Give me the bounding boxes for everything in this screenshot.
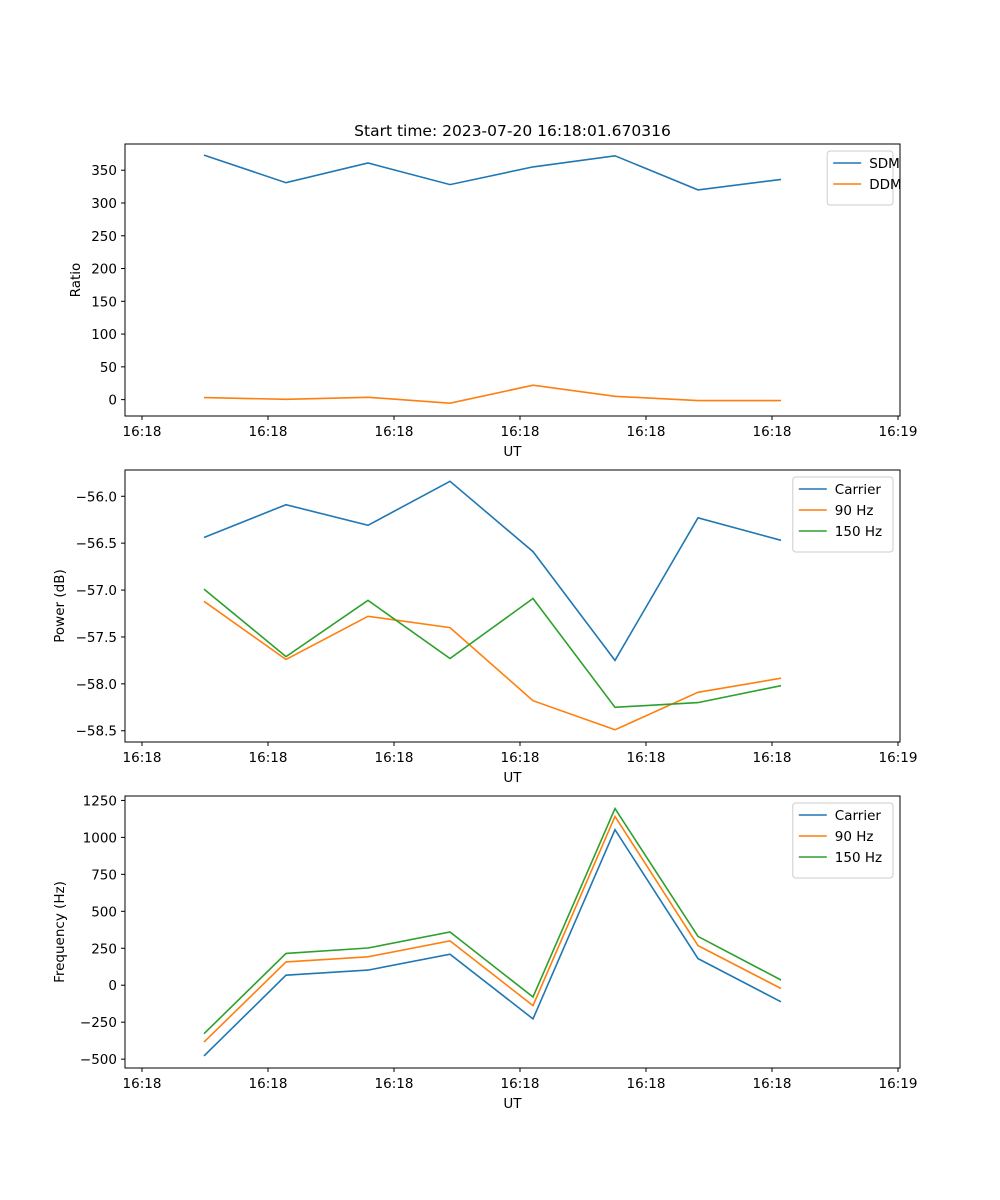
y-tick-label: 150: [91, 294, 117, 310]
y-tick-label: 250: [91, 229, 117, 245]
y-tick-label: 0: [108, 978, 117, 994]
legend: Carrier 90 Hz 150 Hz: [792, 476, 894, 553]
series-line-carrier: [203, 828, 782, 1057]
chart-panel-1: 16:18 16:18 16:18 16:18 16:18 16:18 16:19 0 50 10…: [68, 122, 917, 460]
x-tick-label: 16:18: [753, 750, 792, 766]
legend-box: [792, 802, 894, 879]
x-tick-label: 16:18: [627, 424, 666, 440]
legend-label: 90 Hz: [835, 503, 874, 519]
y-tick-label: −250: [80, 1015, 117, 1031]
y-tick-label: −58.0: [76, 677, 117, 693]
x-tick-label: 16:18: [249, 1076, 288, 1092]
y-tick-label: 100: [91, 327, 117, 343]
axes-frame: [124, 795, 901, 1069]
series-line-150-hz: [203, 588, 782, 709]
axes-frame: [124, 469, 901, 743]
legend: SDM DDM: [826, 150, 902, 206]
x-tick-label: 16:18: [627, 750, 666, 766]
x-tick-label: 16:18: [123, 750, 162, 766]
y-tick-label: 300: [91, 196, 117, 212]
y-axis-label: Ratio: [68, 263, 84, 298]
x-tick-label: 16:18: [501, 1076, 540, 1092]
x-tick-label: 16:18: [501, 750, 540, 766]
series-line-90-hz: [203, 814, 782, 1043]
legend-label: 150 Hz: [835, 524, 882, 540]
series-line-ddm: [203, 384, 781, 405]
axes-frame: [124, 143, 901, 417]
x-tick-label: 16:18: [375, 1076, 414, 1092]
y-tick-label: 1250: [83, 793, 117, 809]
legend-box: [792, 476, 894, 553]
x-tick-label: 16:19: [879, 424, 918, 440]
x-tick-label: 16:18: [753, 1076, 792, 1092]
y-tick-label: −57.5: [76, 630, 117, 646]
legend-label: SDM: [869, 156, 900, 172]
x-tick-label: 16:18: [627, 1076, 666, 1092]
x-axis-label: UT: [503, 770, 522, 786]
chart-title: Start time: 2023-07-20 16:18:01.670316: [354, 122, 671, 140]
series-line-sdm: [203, 154, 782, 191]
x-tick-label: 16:19: [879, 1076, 918, 1092]
y-tick-label: 50: [100, 360, 117, 376]
x-tick-label: 16:18: [753, 424, 792, 440]
y-tick-label: 200: [91, 262, 117, 278]
x-tick-label: 16:18: [123, 424, 162, 440]
x-axis-label: UT: [503, 1096, 522, 1112]
y-tick-label: −58.5: [76, 724, 117, 740]
y-tick-label: 350: [91, 163, 117, 179]
y-tick-label: 0: [108, 393, 117, 409]
y-tick-label: 500: [91, 904, 117, 920]
legend-label: DDM: [869, 177, 901, 193]
series-line-90-hz: [203, 600, 782, 731]
x-tick-label: 16:18: [249, 750, 288, 766]
legend-label: Carrier: [835, 808, 882, 824]
x-tick-label: 16:18: [375, 750, 414, 766]
x-tick-label: 16:18: [123, 1076, 162, 1092]
chart-panel-2: 16:18 16:18 16:18 16:18 16:18 16:18 16:19 −56.0…: [52, 469, 918, 786]
y-tick-label: −500: [80, 1052, 117, 1068]
x-tick-label: 16:18: [375, 424, 414, 440]
y-tick-label: 750: [91, 867, 117, 883]
legend-label: Carrier: [835, 482, 882, 498]
series-line-carrier: [203, 480, 782, 662]
y-axis-label: Power (dB): [52, 569, 68, 642]
y-tick-label: 1000: [83, 830, 117, 846]
y-tick-label: −56.0: [76, 489, 117, 505]
x-tick-label: 16:19: [879, 750, 918, 766]
x-tick-label: 16:18: [501, 424, 540, 440]
y-tick-label: 250: [91, 941, 117, 957]
x-axis-label: UT: [503, 444, 522, 460]
y-axis-label: Frequency (Hz): [52, 881, 68, 983]
series-line-150-hz: [203, 806, 782, 1035]
legend: Carrier 90 Hz 150 Hz: [792, 802, 894, 879]
legend-label: 90 Hz: [835, 829, 874, 845]
chart-panel-3: 16:18 16:18 16:18 16:18 16:18 16:18 16:19 1250 1…: [52, 793, 917, 1112]
legend-box: [826, 150, 894, 206]
x-tick-label: 16:18: [249, 424, 288, 440]
y-tick-label: −57.0: [76, 583, 117, 599]
legend-label: 150 Hz: [835, 850, 882, 866]
y-tick-label: −56.5: [76, 536, 117, 552]
